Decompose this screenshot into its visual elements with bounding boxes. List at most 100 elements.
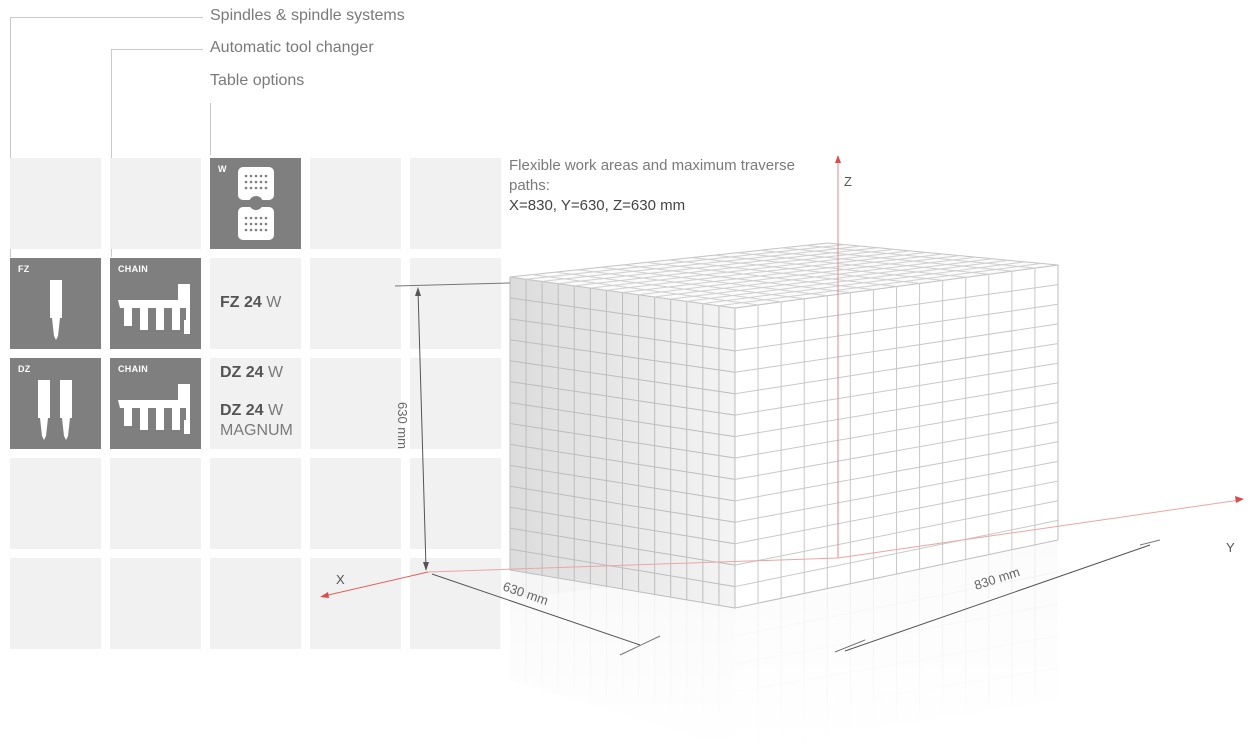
cube-grid-line — [509, 506, 736, 545]
cube-grid-line — [782, 247, 1012, 272]
cube-grid-line — [691, 257, 920, 284]
leader-changer-h — [111, 49, 203, 50]
width-dim-tick-right — [1139, 539, 1161, 546]
height-dim-line — [417, 289, 427, 569]
cube-grid-line — [702, 261, 1026, 305]
chain-changer-tile: CHAIN — [110, 258, 201, 349]
chain-label: CHAIN — [118, 264, 148, 274]
cube-grid-line — [638, 255, 960, 296]
height-dim-arrow-top — [415, 287, 421, 296]
height-dim-top — [394, 282, 511, 287]
chain-changer-icon — [118, 284, 190, 334]
cube-grid-line — [509, 527, 736, 566]
cube-grid-line — [509, 485, 736, 523]
cube-grid-line — [734, 402, 1059, 459]
grid-cell — [110, 558, 201, 649]
chain-changer-icon — [118, 384, 190, 434]
y-axis-label: Y — [1226, 540, 1235, 555]
cube-grid-line — [509, 402, 736, 438]
grid-cell — [10, 158, 101, 249]
model-dz24-magnum: DZ 24 W — [220, 401, 283, 421]
chain-changer-tile: CHAIN — [110, 358, 201, 449]
cube-grid-line — [509, 464, 736, 502]
model-dz24-suffix: W — [268, 364, 284, 381]
model-fz24-suffix: W — [266, 294, 282, 311]
model-dz24-name: DZ 24 — [220, 364, 264, 381]
cube-grid-line — [734, 441, 1059, 502]
y-axis-arrow — [1235, 496, 1244, 503]
grid-cell — [310, 158, 401, 249]
z-axis-label: Z — [844, 174, 852, 189]
cube-grid-line — [509, 381, 736, 416]
cube-grid-line — [686, 259, 1009, 302]
cube-grid-line — [668, 259, 897, 287]
legend-spindles: Spindles & spindle systems — [210, 7, 405, 24]
cube-grid-line — [734, 421, 1059, 480]
z-axis-arrow — [835, 155, 841, 163]
model-magnum-label: MAGNUM — [220, 422, 293, 439]
height-dim-arrow-bottom — [423, 562, 429, 571]
table-w-label: W — [218, 164, 227, 174]
cube-grid-line — [509, 360, 736, 395]
grid-cell — [110, 458, 201, 549]
grid-cell — [110, 158, 201, 249]
cube-grid-line — [734, 460, 1059, 523]
grid-cell — [10, 558, 101, 649]
work-area-info: Flexible work areas and maximum traverse… — [509, 156, 799, 216]
width-dim-tick — [834, 639, 866, 653]
fz-label: FZ — [18, 264, 30, 274]
dz-label: DZ — [18, 364, 31, 374]
cube-grid-line — [509, 297, 736, 330]
double-spindle-icon — [38, 380, 72, 440]
leader-changer-v — [111, 49, 112, 257]
grid-cell — [310, 558, 401, 649]
model-cell-fz24 — [210, 258, 301, 349]
grid-cell — [410, 158, 501, 249]
x-axis-line-back — [427, 557, 839, 573]
height-dim-label: 630 mm — [395, 402, 410, 449]
legend-tool-changer: Automatic tool changer — [210, 39, 374, 56]
legend-table-options: Table options — [210, 72, 305, 89]
grid-cell — [310, 458, 401, 549]
table-plate-icon — [238, 167, 274, 240]
table-w-tile: W — [210, 158, 301, 249]
model-dz24: DZ 24 W — [220, 363, 283, 383]
cube-grid-line — [670, 258, 993, 300]
cube-grid-line — [734, 500, 1059, 566]
grid-cell — [310, 258, 401, 349]
model-dz24m-suffix: W — [268, 402, 284, 419]
cube-grid-line — [734, 480, 1059, 545]
cube-grid-line — [734, 519, 1059, 588]
model-dz24m-name: DZ 24 — [220, 402, 264, 419]
x-axis-line — [323, 571, 429, 597]
grid-cell — [10, 458, 101, 549]
leader-spindles-h — [10, 17, 203, 18]
cube-grid-line — [509, 339, 736, 373]
grid-cell — [410, 358, 501, 449]
grid-cell — [410, 258, 501, 349]
cube-grid-line — [509, 443, 736, 480]
leader-table-v — [210, 103, 211, 155]
grid-cell — [310, 358, 401, 449]
y-axis-line — [837, 499, 1241, 559]
model-fz24: FZ 24 W — [220, 293, 281, 313]
cube-grid-line — [805, 244, 1035, 269]
width-dim-line — [844, 544, 1151, 652]
work-area-cube — [500, 242, 1100, 749]
traverse-values: X=830, Y=630, Z=630 mm — [509, 197, 686, 214]
depth-dim-tick — [619, 635, 661, 656]
leader-spindles-v — [10, 17, 11, 257]
cube-grid-line — [714, 254, 943, 281]
cube-grid-line — [654, 256, 976, 298]
grid-cell — [210, 458, 301, 549]
cube-grid-line — [737, 252, 966, 278]
x-axis-arrow — [320, 592, 329, 598]
cube-grid-line — [509, 318, 736, 352]
cube-grid-line — [509, 423, 736, 459]
x-axis-label: X — [336, 572, 345, 587]
cube-grid-line — [509, 548, 736, 588]
grid-cell — [210, 558, 301, 649]
single-spindle-icon — [50, 280, 62, 340]
cube-grid-line — [718, 262, 1042, 307]
